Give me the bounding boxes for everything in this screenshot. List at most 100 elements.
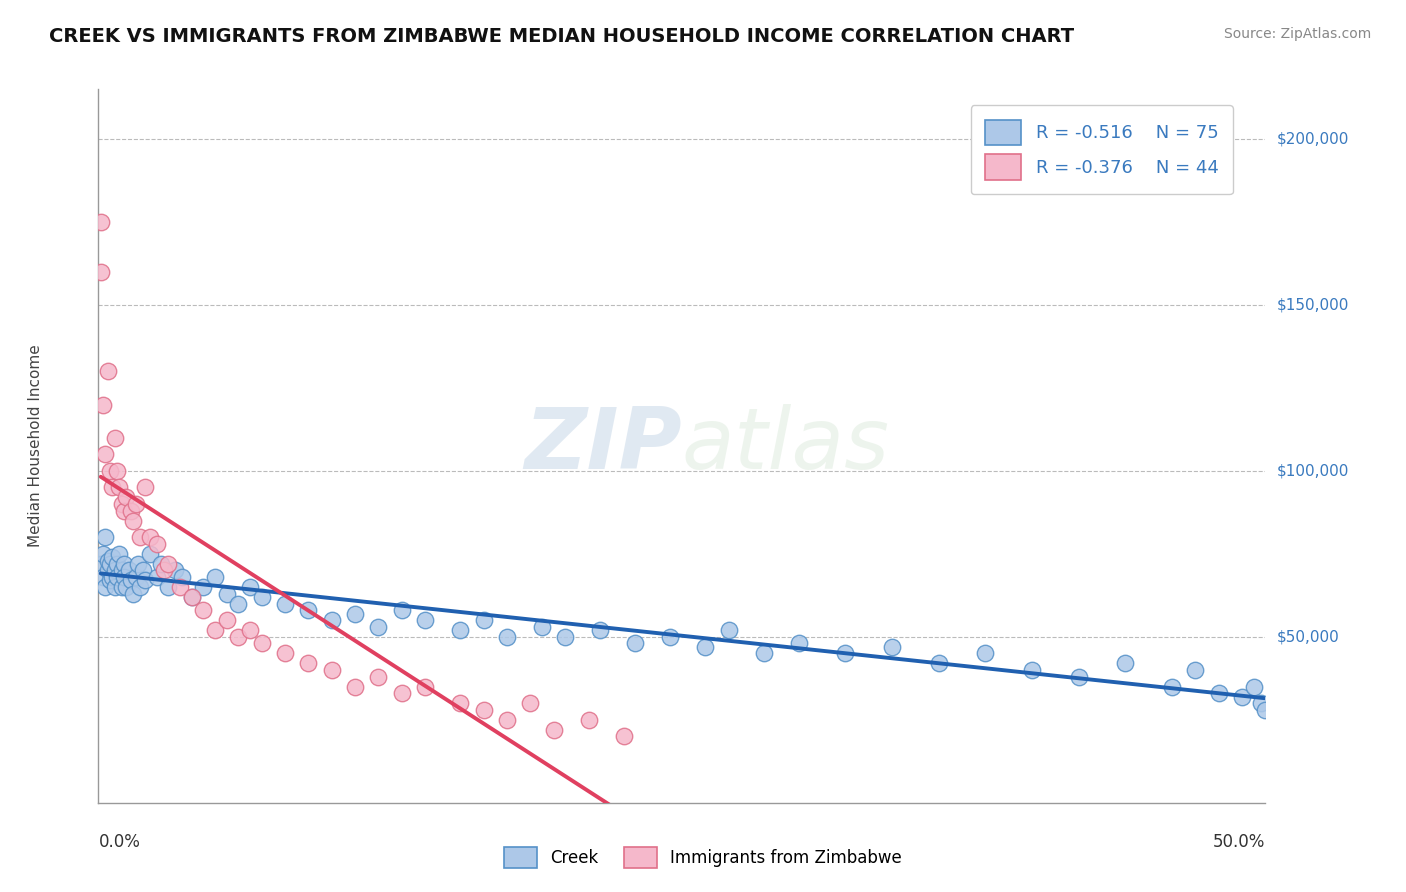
Point <box>1067 670 1090 684</box>
Point <box>193 580 215 594</box>
Point <box>344 607 367 621</box>
Point <box>112 557 135 571</box>
Point <box>172 570 194 584</box>
Point <box>115 491 138 505</box>
Point <box>91 397 114 411</box>
Point <box>146 537 169 551</box>
Point <box>974 647 997 661</box>
Point <box>1208 686 1230 700</box>
Legend: Creek, Immigrants from Zimbabwe: Creek, Immigrants from Zimbabwe <box>498 840 908 875</box>
Point <box>157 580 180 594</box>
Point <box>134 481 156 495</box>
Point <box>111 580 134 594</box>
Point <box>297 657 319 671</box>
Point <box>274 597 297 611</box>
Point <box>787 636 810 650</box>
Text: $200,000: $200,000 <box>1277 131 1348 146</box>
Point <box>108 481 131 495</box>
Point <box>228 597 250 611</box>
Point <box>391 603 413 617</box>
Point <box>449 696 471 710</box>
Point <box>112 570 135 584</box>
Point <box>139 530 162 544</box>
Text: $100,000: $100,000 <box>1277 463 1348 478</box>
Point <box>134 574 156 588</box>
Point <box>97 364 120 378</box>
Point <box>105 557 128 571</box>
Point <box>152 564 174 578</box>
Text: Source: ZipAtlas.com: Source: ZipAtlas.com <box>1223 27 1371 41</box>
Point <box>752 647 775 661</box>
Point <box>1161 680 1184 694</box>
Text: ZIP: ZIP <box>524 404 682 488</box>
Point <box>391 686 413 700</box>
Point <box>1021 663 1043 677</box>
Point <box>928 657 950 671</box>
Point <box>101 481 124 495</box>
Point <box>413 613 436 627</box>
Point <box>127 557 149 571</box>
Point <box>94 580 117 594</box>
Point <box>578 713 600 727</box>
Point <box>125 497 148 511</box>
Point <box>94 530 117 544</box>
Point <box>146 570 169 584</box>
Point <box>530 620 553 634</box>
Point <box>90 215 112 229</box>
Point <box>157 557 180 571</box>
Text: atlas: atlas <box>682 404 890 488</box>
Point <box>239 580 262 594</box>
Point <box>624 636 647 650</box>
Text: Median Household Income: Median Household Income <box>28 344 44 548</box>
Point <box>449 624 471 638</box>
Point <box>659 630 682 644</box>
Point <box>717 624 740 638</box>
Text: $150,000: $150,000 <box>1277 297 1348 312</box>
Point <box>165 564 187 578</box>
Point <box>215 613 238 627</box>
Text: $50,000: $50,000 <box>1277 630 1340 644</box>
Point <box>91 570 114 584</box>
Point <box>589 624 612 638</box>
Point <box>125 570 148 584</box>
Point <box>239 624 262 638</box>
Point <box>111 497 134 511</box>
Point <box>496 630 519 644</box>
Point <box>122 514 145 528</box>
Point <box>321 613 343 627</box>
Point <box>543 723 565 737</box>
Point <box>1230 690 1253 704</box>
Text: CREEK VS IMMIGRANTS FROM ZIMBABWE MEDIAN HOUSEHOLD INCOME CORRELATION CHART: CREEK VS IMMIGRANTS FROM ZIMBABWE MEDIAN… <box>49 27 1074 45</box>
Point <box>105 570 128 584</box>
Point <box>98 557 121 571</box>
Point <box>215 587 238 601</box>
Point <box>472 613 495 627</box>
Point <box>204 570 226 584</box>
Point <box>695 640 717 654</box>
Point <box>111 564 134 578</box>
Point <box>250 590 273 604</box>
Point <box>1250 696 1272 710</box>
Point <box>105 464 128 478</box>
Point <box>129 530 152 544</box>
Point <box>180 590 202 604</box>
Point <box>98 464 121 478</box>
Point <box>519 696 541 710</box>
Point <box>344 680 367 694</box>
Point <box>101 570 124 584</box>
Point <box>1243 680 1265 694</box>
Point <box>274 647 297 661</box>
Point <box>613 730 636 744</box>
Point <box>321 663 343 677</box>
Point <box>129 580 152 594</box>
Point <box>101 550 124 565</box>
Point <box>834 647 856 661</box>
Point <box>1184 663 1206 677</box>
Point <box>150 557 173 571</box>
Point <box>112 504 135 518</box>
Text: 50.0%: 50.0% <box>1213 833 1265 851</box>
Point <box>98 574 121 588</box>
Point <box>204 624 226 638</box>
Point <box>413 680 436 694</box>
Point <box>496 713 519 727</box>
